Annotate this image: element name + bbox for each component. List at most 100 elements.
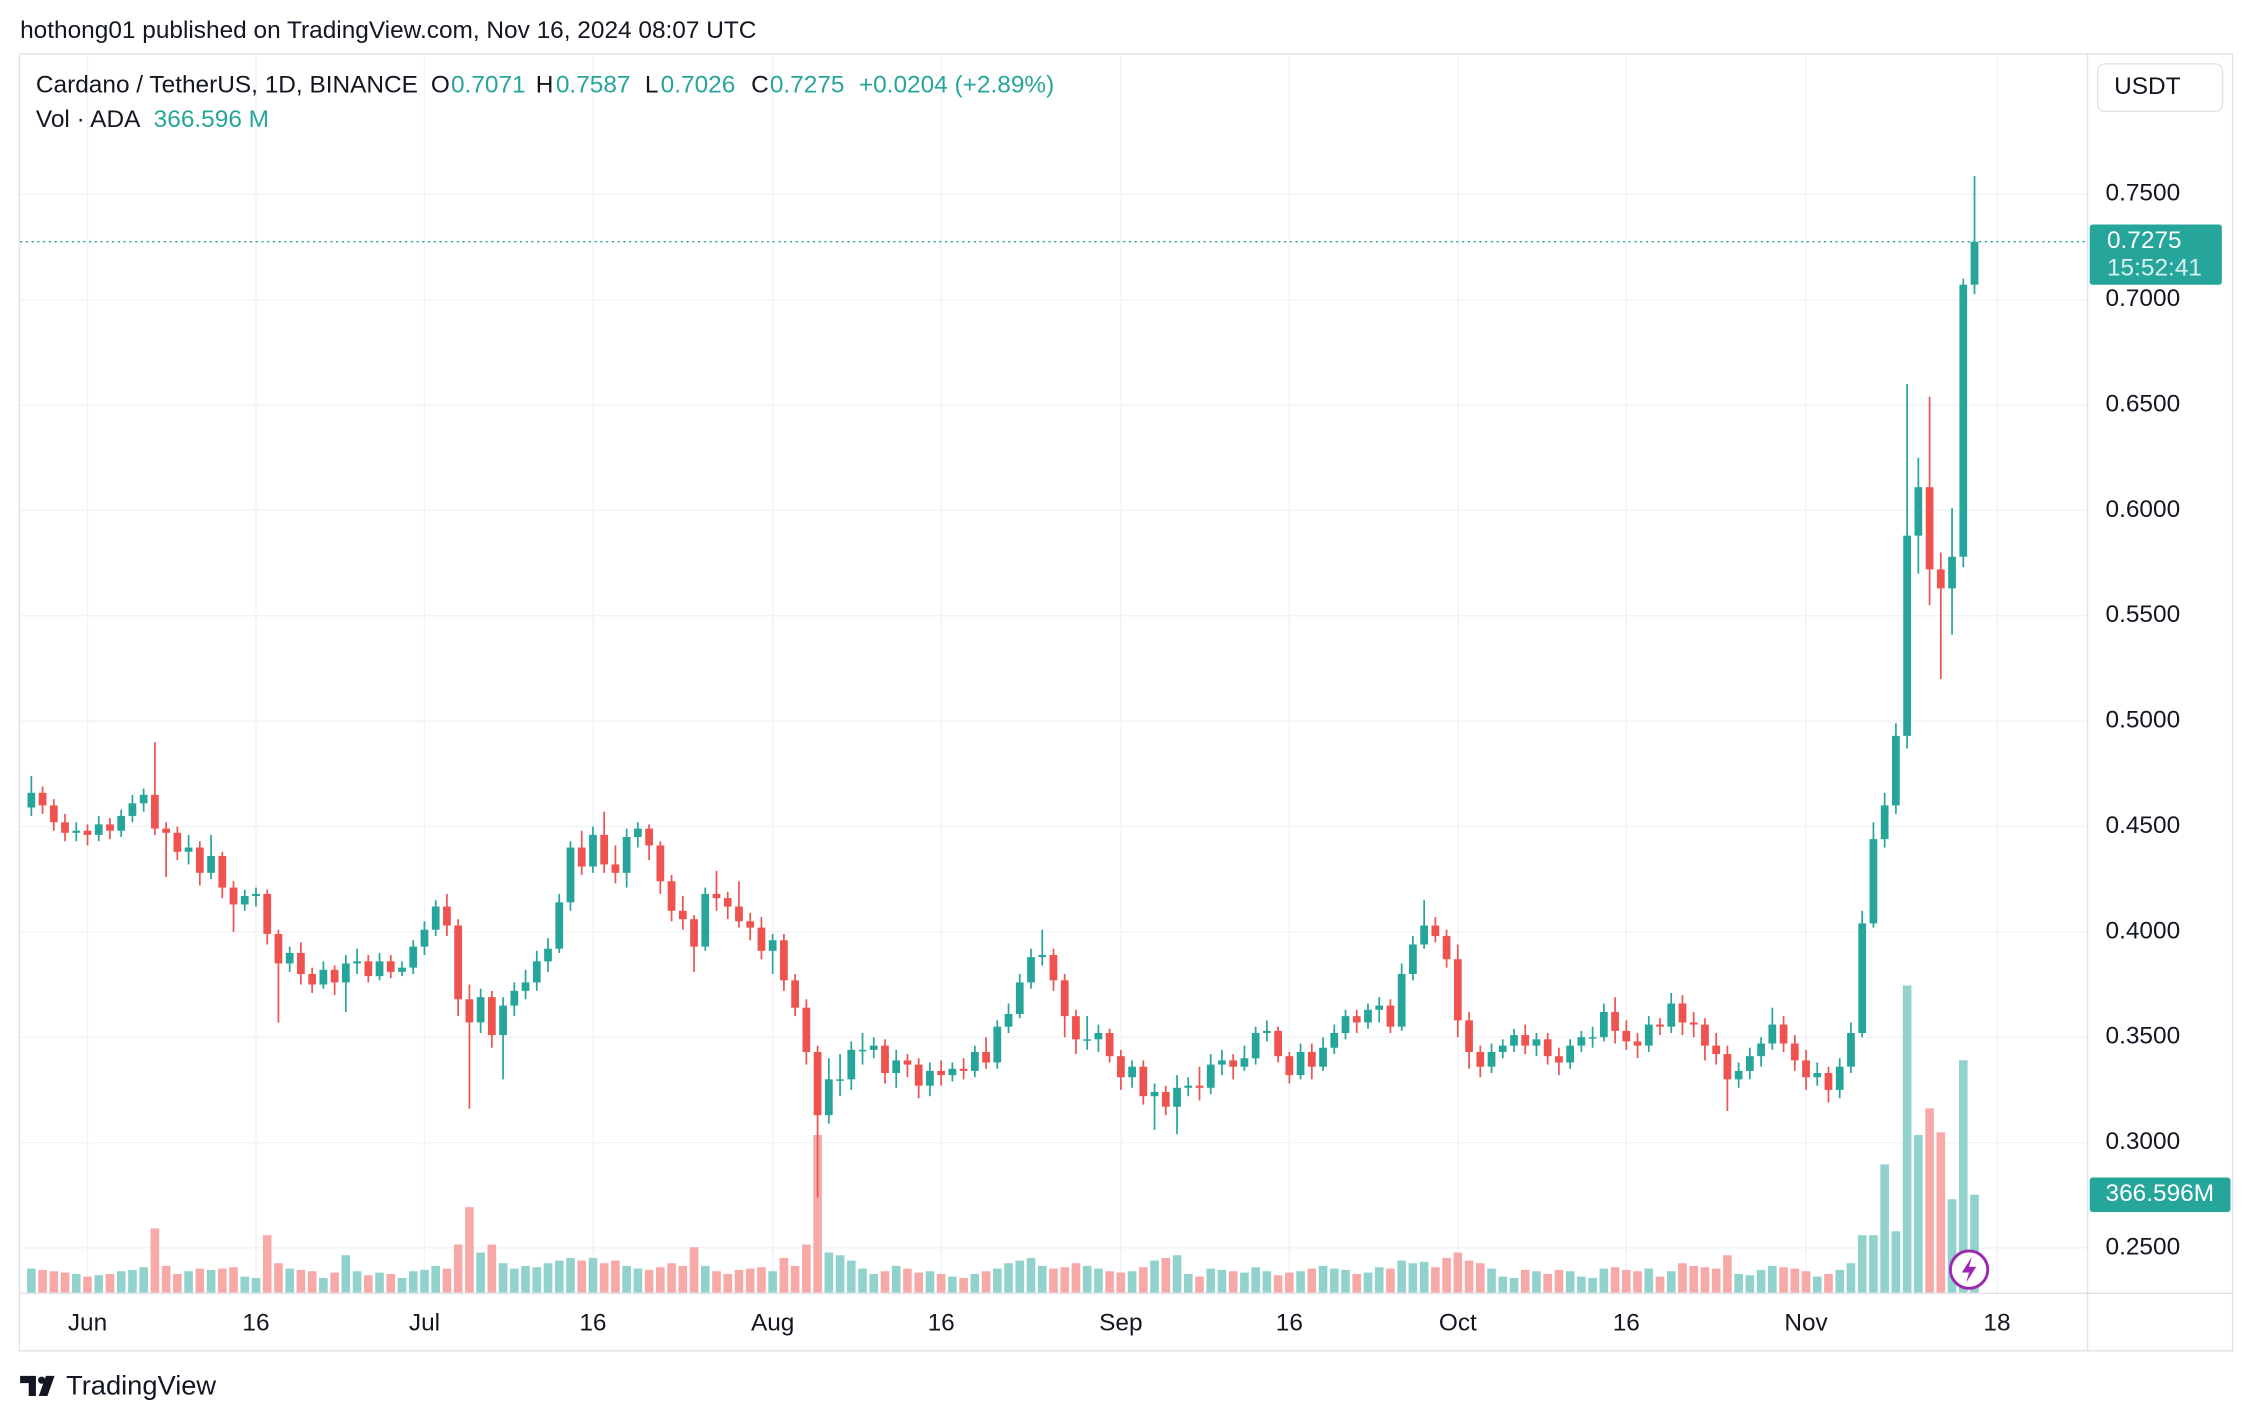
volume-bar <box>1475 1263 1485 1293</box>
candle-body <box>330 969 339 983</box>
volume-bar <box>712 1271 721 1293</box>
volume-bar <box>880 1271 890 1293</box>
volume-bar <box>1565 1271 1575 1293</box>
volume-bar <box>431 1265 441 1293</box>
ohlc-letter: O <box>431 72 450 99</box>
volume-bar <box>633 1268 643 1293</box>
candle-body <box>1173 1087 1181 1107</box>
volume-bar <box>363 1275 373 1293</box>
volume-bar <box>577 1260 587 1293</box>
candle-body <box>1038 955 1047 958</box>
volume-bar <box>386 1273 396 1293</box>
candle-body <box>1453 959 1462 1021</box>
volume-bar <box>1150 1260 1159 1293</box>
volume-bar <box>1341 1269 1350 1293</box>
candle-body <box>1307 1051 1316 1067</box>
candle-body <box>611 864 620 873</box>
candle-body <box>1072 1016 1080 1040</box>
volume-bar <box>790 1265 800 1293</box>
candle-body <box>1083 1039 1092 1041</box>
x-tick-label: Jun <box>68 1310 107 1337</box>
volume-bar <box>1127 1271 1137 1293</box>
candle-body <box>1004 1014 1013 1027</box>
volume-bar <box>1869 1235 1878 1293</box>
candle-body <box>1824 1073 1833 1090</box>
candle-body <box>555 902 564 949</box>
volume-bar <box>846 1260 856 1293</box>
candle-body <box>1757 1043 1765 1057</box>
candle-body <box>1745 1056 1754 1071</box>
candle-body <box>1656 1024 1664 1027</box>
candle-body <box>1341 1016 1350 1033</box>
candle-body <box>723 898 732 907</box>
volume-bar <box>465 1207 474 1293</box>
volume-bar <box>1857 1235 1867 1293</box>
volume-bar <box>510 1268 519 1293</box>
candle-body <box>780 940 788 981</box>
volume-bar <box>599 1263 609 1293</box>
candle-body <box>1150 1091 1159 1097</box>
volume-bar <box>94 1275 104 1293</box>
volume-bar <box>622 1265 631 1293</box>
volume-bar <box>521 1265 530 1293</box>
candle-body <box>1521 1035 1530 1046</box>
x-tick-label: Jul <box>409 1310 440 1337</box>
y-tick-label: 0.5000 <box>2106 707 2181 734</box>
candle-body <box>173 832 182 852</box>
volume-title: Vol · ADA <box>36 106 141 133</box>
volume-bar <box>1105 1271 1114 1293</box>
volume-bar <box>116 1271 126 1293</box>
ohlc-letter: C <box>751 72 769 99</box>
currency-button[interactable] <box>2096 63 2224 113</box>
volume-bar <box>1577 1276 1586 1293</box>
volume-bar <box>723 1273 733 1293</box>
candle-body <box>1487 1051 1496 1067</box>
candle-body <box>667 881 676 911</box>
candle-body <box>1970 241 1979 285</box>
volume-bar <box>319 1277 328 1293</box>
volume-bar <box>1936 1132 1946 1293</box>
candle-body <box>1229 1060 1238 1067</box>
volume-bar <box>1352 1273 1362 1293</box>
candle-body <box>1206 1064 1215 1088</box>
volume-bar <box>1700 1267 1710 1293</box>
candle-body <box>1712 1045 1721 1055</box>
volume-bar <box>1902 985 1912 1293</box>
volume-bar <box>307 1271 317 1293</box>
candle-body <box>106 824 114 831</box>
ohlc-value: 0.7071 <box>451 72 526 99</box>
candle-body <box>1510 1035 1518 1046</box>
candle-body <box>1532 1039 1541 1046</box>
volume-bar <box>824 1252 834 1293</box>
y-tick-label: 0.7000 <box>2106 285 2181 312</box>
candle-body <box>1678 1003 1687 1023</box>
volume-bar <box>105 1273 115 1293</box>
lightning-icon[interactable] <box>1948 1249 1990 1290</box>
candle-body <box>443 906 451 926</box>
ohlc-letter: H <box>536 72 554 99</box>
candle-body <box>184 847 193 852</box>
candle-body <box>487 997 496 1036</box>
candle-body <box>656 845 665 882</box>
candle-body <box>1566 1045 1575 1063</box>
volume-bar <box>420 1269 429 1293</box>
volume-bar <box>1622 1269 1631 1293</box>
candle-body <box>1723 1054 1732 1080</box>
volume-badge <box>2089 1177 2231 1212</box>
candles <box>27 175 1979 1198</box>
candle-body <box>622 837 631 873</box>
candle-body <box>151 794 159 829</box>
candle-body <box>813 1051 822 1116</box>
volume-bar <box>813 1135 822 1293</box>
volume-bar <box>835 1255 845 1293</box>
x-tick-label: 16 <box>242 1310 269 1337</box>
candle-body <box>375 961 384 977</box>
candle-body <box>970 1051 979 1071</box>
volume-bar <box>1172 1255 1182 1293</box>
currency-label[interactable]: USDT <box>2114 73 2181 100</box>
candle-body <box>1959 284 1968 557</box>
candle-body <box>757 927 766 951</box>
volume-bar <box>229 1267 238 1293</box>
candle-body <box>207 855 215 873</box>
candle-body <box>1364 1009 1372 1023</box>
